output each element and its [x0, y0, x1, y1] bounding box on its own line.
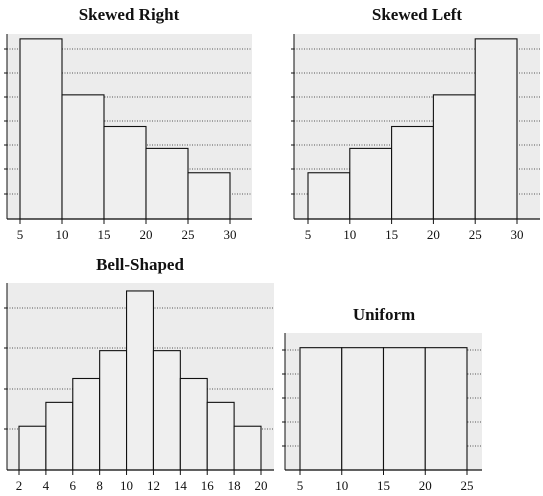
histogram-bar: [432, 94, 476, 220]
x-tick-label: 20: [427, 227, 440, 242]
histogram-bar: [18, 425, 47, 471]
histogram-bar: [474, 38, 518, 220]
histogram-bar: [341, 347, 385, 471]
histogram-bar: [152, 350, 181, 471]
histogram-bar: [179, 377, 208, 471]
x-tick-label: 20: [419, 478, 432, 493]
histogram-bar: [307, 172, 351, 220]
histogram-bar: [187, 172, 231, 220]
x-tick-label: 15: [377, 478, 390, 493]
chart-panel-skewed-left: 5 10 15 20 25 30: [291, 34, 540, 242]
histogram-bar: [99, 350, 128, 471]
x-tick-label: 5: [305, 227, 312, 242]
x-tick-label: 15: [385, 227, 398, 242]
chart-panel-skewed-right: 5 10 15 20 25 30: [4, 34, 252, 242]
x-tick-label: 30: [511, 227, 524, 242]
x-tick-label: 20: [255, 478, 268, 493]
histogram-bar: [299, 347, 343, 471]
x-tick-label: 6: [70, 478, 77, 493]
chart-panel-bell-shaped: 2 4 6 8 10 12 14 16 18 20: [4, 283, 274, 493]
x-tick-label: 10: [120, 478, 133, 493]
x-tick-label: 15: [98, 227, 111, 242]
histogram-bar: [72, 377, 101, 471]
x-tick-label: 18: [228, 478, 241, 493]
x-tick-label: 30: [224, 227, 237, 242]
x-tick-label: 5: [297, 478, 304, 493]
histogram-bar: [19, 38, 63, 220]
x-tick-label: 10: [335, 478, 348, 493]
histogram-bar: [382, 347, 426, 471]
histogram-bar: [349, 147, 393, 220]
histogram-bar: [45, 401, 74, 471]
x-tick-label: 25: [182, 227, 195, 242]
chart-title-bell-shaped: Bell-Shaped: [96, 255, 184, 274]
x-tick-label: 16: [201, 478, 215, 493]
histogram-bar: [61, 94, 105, 220]
x-tick-label: 12: [147, 478, 160, 493]
x-tick-label: 2: [16, 478, 23, 493]
x-tick-label: 5: [17, 227, 24, 242]
x-tick-label: 25: [461, 478, 474, 493]
x-tick-label: 10: [56, 227, 69, 242]
x-tick-label: 20: [140, 227, 153, 242]
chart-title-skewed-right: Skewed Right: [79, 5, 180, 24]
histogram-bar: [145, 147, 189, 220]
histogram-bar: [424, 347, 468, 471]
x-tick-label: 10: [343, 227, 356, 242]
histogram-bar: [103, 125, 147, 220]
chart-panel-uniform: 5 10 15 20 25: [282, 333, 482, 493]
x-tick-label: 14: [174, 478, 188, 493]
chart-title-uniform: Uniform: [353, 305, 415, 324]
x-tick-label: 4: [43, 478, 50, 493]
chart-title-skewed-left: Skewed Left: [372, 5, 463, 24]
histogram-bar: [126, 290, 154, 471]
histogram-bar: [206, 401, 235, 471]
x-tick-label: 8: [96, 478, 103, 493]
histogram-bar: [233, 425, 262, 471]
x-tick-label: 25: [469, 227, 482, 242]
histogram-bar: [391, 125, 434, 220]
